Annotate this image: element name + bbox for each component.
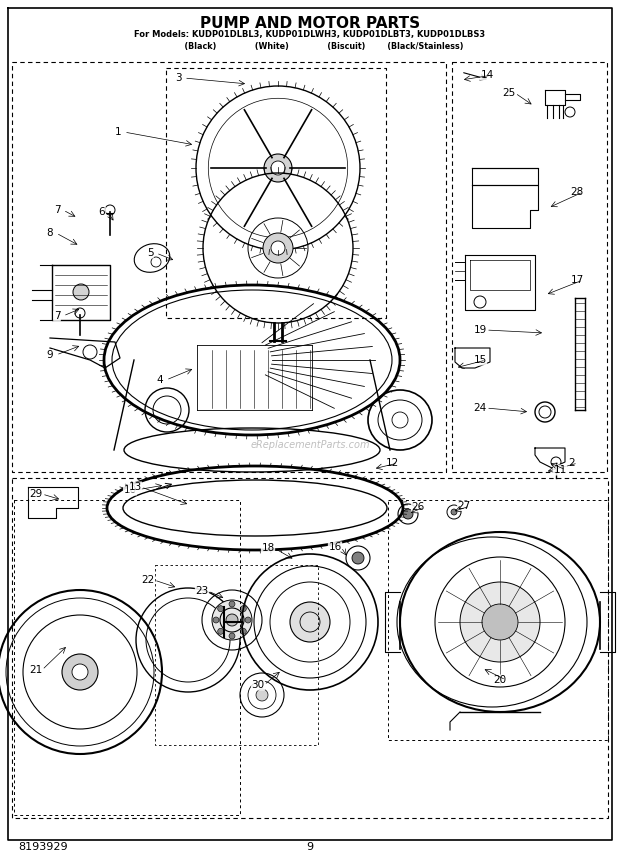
Text: 11: 11: [554, 465, 567, 475]
Circle shape: [218, 606, 224, 612]
Text: 9: 9: [46, 350, 53, 360]
Text: 8193929: 8193929: [18, 842, 68, 852]
Circle shape: [482, 604, 518, 640]
Circle shape: [213, 617, 219, 623]
Text: 19: 19: [474, 325, 487, 335]
Text: 7: 7: [54, 205, 60, 215]
Text: 6: 6: [99, 207, 105, 217]
Text: 22: 22: [141, 575, 154, 585]
Circle shape: [73, 284, 89, 300]
Circle shape: [212, 600, 252, 640]
Text: PUMP AND MOTOR PARTS: PUMP AND MOTOR PARTS: [200, 16, 420, 31]
Circle shape: [352, 552, 364, 564]
Circle shape: [218, 628, 224, 634]
Text: 1: 1: [115, 127, 122, 137]
Circle shape: [241, 606, 246, 612]
Text: 27: 27: [458, 501, 471, 511]
Text: 26: 26: [412, 502, 425, 512]
Circle shape: [62, 654, 98, 690]
Text: 24: 24: [474, 403, 487, 413]
Circle shape: [264, 154, 292, 182]
Text: 21: 21: [29, 665, 43, 675]
Text: 8: 8: [46, 228, 53, 238]
Text: 20: 20: [494, 675, 507, 685]
Circle shape: [229, 633, 235, 639]
Text: 30: 30: [252, 680, 265, 690]
Text: 16: 16: [329, 542, 342, 552]
Circle shape: [263, 233, 293, 263]
Circle shape: [72, 664, 88, 680]
Circle shape: [256, 689, 268, 701]
Text: 14: 14: [480, 70, 494, 80]
Text: (Black)              (White)              (Biscuit)        (Black/Stainless): (Black) (White) (Biscuit) (Black/Stainle…: [157, 42, 463, 51]
Circle shape: [403, 509, 413, 519]
Text: 13: 13: [128, 482, 141, 492]
Text: 2: 2: [569, 458, 575, 468]
Text: For Models: KUDP01DLBL3, KUDP01DLWH3, KUDP01DLBT3, KUDP01DLBS3: For Models: KUDP01DLBL3, KUDP01DLWH3, KU…: [135, 30, 485, 39]
Text: 18: 18: [262, 543, 275, 553]
Circle shape: [290, 602, 330, 642]
Circle shape: [460, 582, 540, 662]
Text: 7: 7: [54, 311, 60, 321]
Circle shape: [451, 509, 457, 515]
Text: 12: 12: [386, 458, 399, 468]
Circle shape: [271, 161, 285, 175]
Circle shape: [271, 241, 285, 255]
Text: 17: 17: [570, 275, 583, 285]
Text: 4: 4: [157, 375, 163, 385]
Circle shape: [226, 614, 238, 626]
Text: 28: 28: [570, 187, 583, 197]
Circle shape: [241, 628, 246, 634]
Text: 5: 5: [147, 248, 153, 258]
Text: 15: 15: [474, 355, 487, 365]
Text: 29: 29: [29, 489, 43, 499]
Text: 3: 3: [175, 73, 181, 83]
Text: 23: 23: [195, 586, 208, 596]
Circle shape: [245, 617, 251, 623]
Circle shape: [229, 601, 235, 607]
Text: 25: 25: [502, 88, 516, 98]
Text: eReplacementParts.com: eReplacementParts.com: [250, 440, 370, 450]
Text: 10: 10: [123, 485, 136, 495]
Text: 9: 9: [306, 842, 314, 852]
